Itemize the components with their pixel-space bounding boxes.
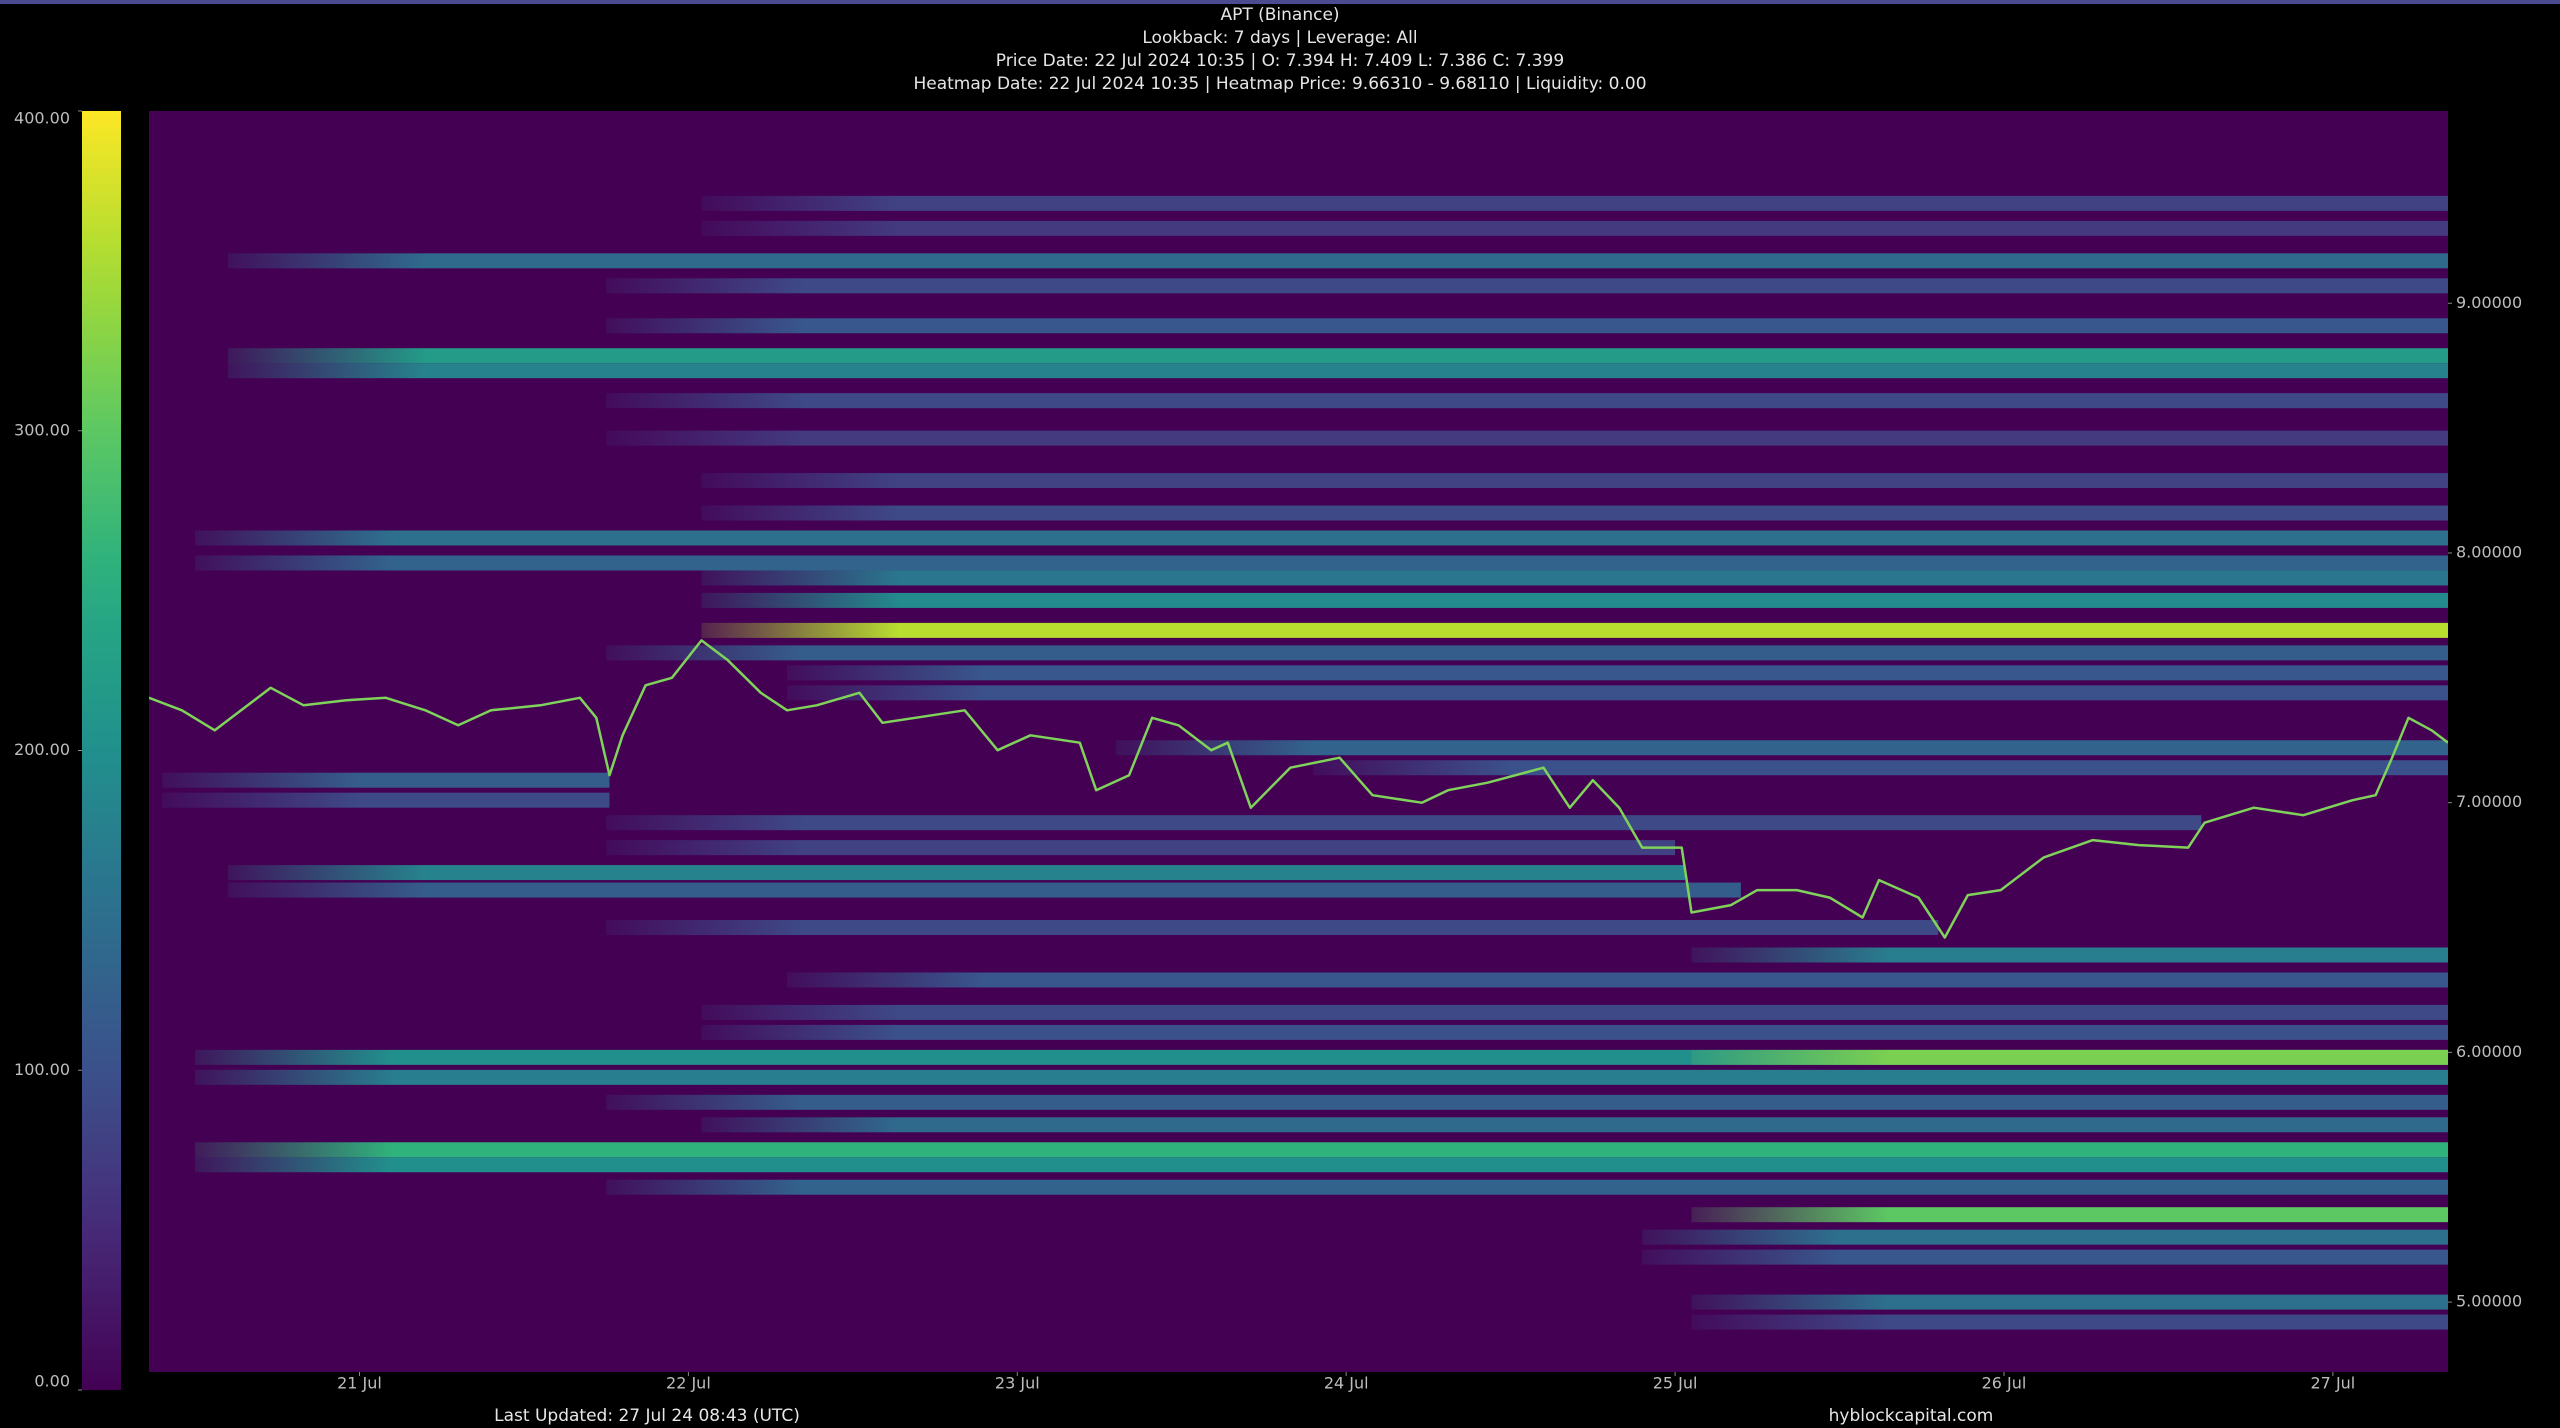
colorbar-tick-label: 300.00 [14, 420, 70, 439]
heatmap-band [606, 840, 1676, 856]
heatmap [149, 195, 2448, 1330]
heatmap-band [606, 1094, 2448, 1110]
colorbar [82, 111, 121, 1390]
x-tick-label: 22 Jul [666, 1374, 711, 1393]
heatmap-band [1115, 740, 2448, 756]
x-tick-label: 24 Jul [1324, 1374, 1369, 1393]
heatmap-band [606, 430, 2448, 446]
heatmap-band [606, 278, 2448, 294]
footer-source: hyblockcapital.com [1829, 1406, 1994, 1426]
heatmap-band [606, 645, 2448, 661]
heatmap-band [227, 363, 2448, 379]
price-line [149, 639, 2448, 939]
heatmap-band [787, 665, 2448, 681]
top-border [0, 0, 2560, 4]
y-tick-label: 8.00000 [2456, 542, 2522, 561]
heatmap-band [701, 195, 2448, 211]
heatmap-band [701, 1024, 2448, 1040]
heatmap-band [701, 622, 2448, 638]
chart-title: APT (Binance) [1220, 5, 1339, 25]
y-tick-label: 5.00000 [2456, 1292, 2522, 1311]
heatmap-band [606, 318, 2448, 334]
heatmap-band [227, 253, 2448, 269]
heatmap-band [195, 1157, 2448, 1173]
heatmap-band [1642, 1229, 2448, 1245]
heatmap-band [701, 592, 2448, 608]
heatmap-band [162, 792, 610, 808]
heatmap-band [1691, 1207, 2448, 1223]
y-tick-label: 9.00000 [2456, 293, 2522, 312]
heatmap-band [195, 530, 2448, 546]
heatmap-band [701, 1117, 2448, 1133]
heatmap-band [227, 865, 1685, 881]
heatmap-band [701, 505, 2448, 521]
heatmap-band [1691, 1294, 2448, 1310]
heatmap-band [606, 393, 2448, 409]
heatmap-band [227, 348, 2448, 364]
heatmap-band [1691, 947, 2448, 963]
heatmap-band [787, 685, 2448, 701]
heatmap-band [606, 1179, 2448, 1195]
colorbar-tick-label: 400.00 [14, 109, 70, 128]
footer-updated: Last Updated: 27 Jul 24 08:43 (UTC) [494, 1406, 800, 1426]
heatmap-band [701, 220, 2448, 236]
heatmap-band [1313, 760, 2448, 776]
subtitle: Price Date: 22 Jul 2024 10:35 | O: 7.394… [996, 51, 1564, 71]
heatmap-band [701, 1004, 2448, 1020]
heatmap-band [1691, 1049, 2448, 1065]
heatmap-band [606, 920, 1939, 936]
heatmap-band [227, 882, 1741, 898]
heatmap-band [787, 972, 2448, 988]
colorbar-tick-label: 0.00 [34, 1372, 70, 1391]
heatmap-band [701, 570, 2448, 586]
colorbar-tick-label: 200.00 [14, 740, 70, 759]
heatmap-band [1642, 1249, 2448, 1265]
y-tick-label: 6.00000 [2456, 1042, 2522, 1061]
x-tick-label: 25 Jul [1653, 1374, 1698, 1393]
x-tick-label: 21 Jul [337, 1374, 382, 1393]
x-tick-label: 26 Jul [1982, 1374, 2027, 1393]
subtitle: Heatmap Date: 22 Jul 2024 10:35 | Heatma… [913, 74, 1646, 94]
heatmap-band [195, 555, 2448, 571]
heatmap-band [195, 1069, 2448, 1085]
x-tick-label: 23 Jul [995, 1374, 1040, 1393]
colorbar-tick-label: 100.00 [14, 1060, 70, 1079]
heatmap-band [195, 1142, 2448, 1158]
heatmap-band [701, 473, 2448, 489]
x-tick-label: 27 Jul [2311, 1374, 2356, 1393]
subtitle: Lookback: 7 days | Leverage: All [1142, 28, 1417, 48]
heatmap-band [1691, 1314, 2448, 1330]
heatmap-band [606, 815, 2202, 831]
heatmap-band [162, 772, 610, 788]
y-tick-label: 7.00000 [2456, 792, 2522, 811]
